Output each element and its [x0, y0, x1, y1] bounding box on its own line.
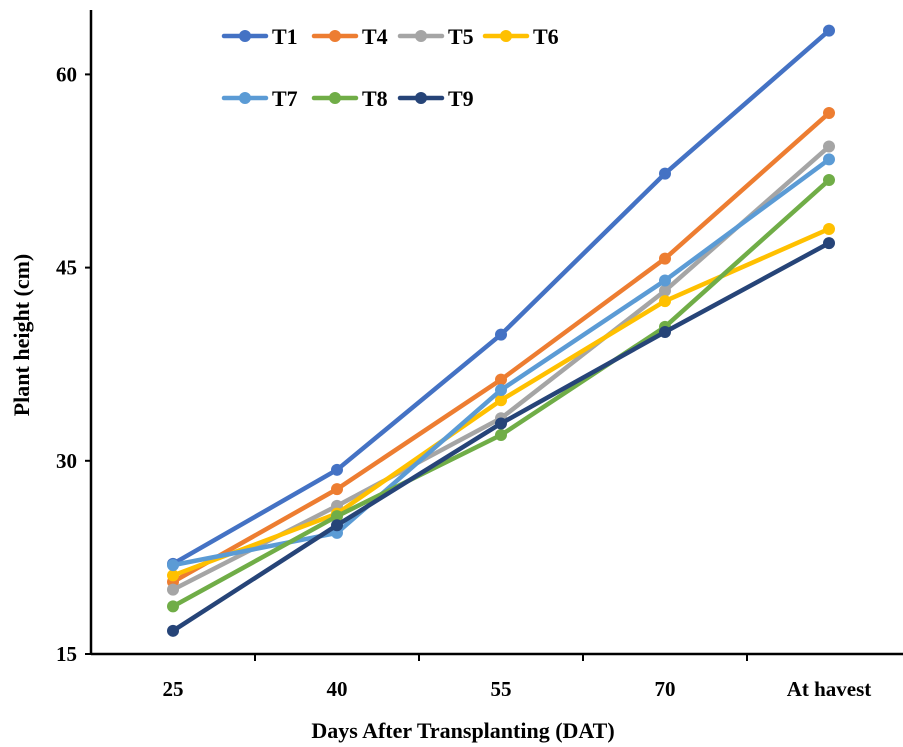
y-tick-label: 15: [56, 642, 77, 666]
legend-label: T4: [362, 24, 388, 49]
data-point: [495, 328, 507, 341]
legend-marker: [239, 92, 251, 104]
data-point: [495, 383, 507, 396]
data-point: [659, 274, 671, 287]
data-point: [331, 463, 343, 476]
series-line: [170, 110, 832, 585]
x-tick-label: 40: [327, 677, 348, 701]
data-point: [823, 153, 835, 166]
series-line: [170, 144, 832, 592]
data-point: [659, 295, 671, 308]
data-point: [167, 569, 179, 582]
y-tick-labels: 15 30 45 60: [56, 62, 77, 666]
legend: T1 T4 T5 T6 T7 T8 T9: [221, 24, 559, 111]
series-lines: [167, 24, 835, 637]
legend-marker: [329, 30, 341, 42]
data-point: [659, 284, 671, 297]
legend-item-t6: T6: [482, 24, 559, 49]
legend-marker: [239, 30, 251, 42]
legend-item-t7: T7: [221, 86, 298, 111]
data-point: [823, 107, 835, 120]
data-point: [331, 483, 343, 496]
series-line: [170, 157, 832, 568]
legend-label: T7: [272, 86, 298, 111]
data-point: [331, 510, 343, 523]
legend-label: T6: [533, 24, 559, 49]
data-point: [331, 519, 343, 532]
data-point: [823, 174, 835, 187]
data-point: [495, 373, 507, 386]
legend-marker: [329, 92, 341, 104]
axes: [85, 10, 903, 661]
data-point: [167, 583, 179, 596]
data-point: [167, 559, 179, 572]
data-point: [823, 24, 835, 37]
x-tick-label: At havest: [787, 677, 872, 701]
legend-item-t4: T4: [311, 24, 388, 49]
series-t4: [167, 107, 835, 588]
legend-label: T1: [272, 24, 298, 49]
series-t9: [167, 237, 835, 637]
y-tick-label: 30: [56, 449, 77, 473]
data-point: [659, 167, 671, 180]
data-point: [495, 394, 507, 407]
series-t1: [167, 24, 835, 570]
legend-label: T8: [362, 86, 388, 111]
legend-label: T5: [448, 24, 474, 49]
y-tick-label: 45: [56, 256, 77, 280]
x-tick-label: 25: [163, 677, 184, 701]
x-tick-label: 55: [491, 677, 512, 701]
data-point: [495, 417, 507, 430]
legend-item-t9: T9: [397, 86, 474, 111]
legend-label: T9: [448, 86, 474, 111]
data-point: [167, 624, 179, 637]
legend-marker: [415, 92, 427, 104]
data-point: [167, 600, 179, 613]
data-point: [495, 429, 507, 442]
x-tick-labels: 25 40 55 70 At havest: [163, 677, 872, 701]
legend-item-t1: T1: [221, 24, 298, 49]
data-point: [823, 222, 835, 235]
y-tick-label: 60: [56, 62, 77, 86]
data-point: [659, 326, 671, 338]
legend-item-t8: T8: [311, 86, 388, 111]
x-tick-label: 70: [655, 677, 676, 701]
x-axis-title: Days After Transplanting (DAT): [311, 718, 614, 743]
y-axis-title: Plant height (cm): [9, 254, 34, 417]
legend-item-t5: T5: [397, 24, 474, 49]
data-point: [823, 237, 835, 250]
legend-marker: [415, 30, 427, 42]
data-point: [659, 252, 671, 265]
data-point: [823, 140, 835, 153]
legend-marker: [500, 30, 512, 42]
